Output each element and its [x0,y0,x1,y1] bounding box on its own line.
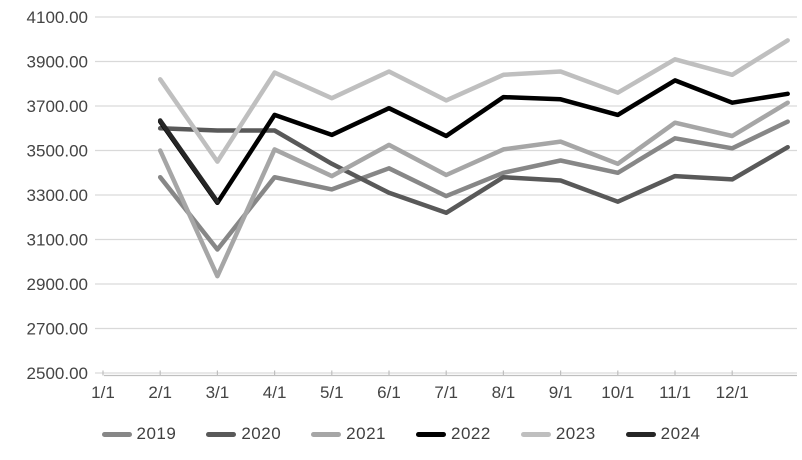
y-axis-tick-label: 3500.00 [27,142,88,161]
x-axis-tick-label: 6/1 [377,383,401,402]
chart-legend: 2019 2020 2021 2022 2023 2024 [0,424,802,444]
y-axis-tick-label: 3300.00 [27,186,88,205]
legend-label: 2019 [136,424,177,443]
x-axis-tick-label: 11/1 [659,383,691,402]
series-line-2021 [157,100,790,279]
legend-item-2020: 2020 [206,424,281,444]
x-axis-tick-label: 2/1 [148,383,172,402]
x-axis: 1/1 2/1 3/1 4/1 5/1 6/1 7/1 8/1 9/1 10/1 11/1 12/1 [91,370,797,402]
x-axis-tick-label: 10/1 [601,383,634,402]
x-axis-tick-label: 8/1 [492,383,516,402]
series-line-2023 [157,38,790,164]
y-axis-tick-label: 2900.00 [27,275,88,294]
legend-item-2019: 2019 [101,424,177,444]
series-line-2019 [157,119,790,252]
y-axis-tick-label: 3900.00 [27,53,88,72]
legend-label: 2022 [451,424,491,443]
y-axis-tick-label: 2500.00 [27,364,88,383]
legend-label: 2024 [660,424,701,443]
legend-swatch-2020 [206,431,237,437]
x-axis-tick-label: 1/1 [91,383,115,402]
legend-item-2023: 2023 [520,424,596,444]
x-axis-tick-label: 7/1 [434,383,458,402]
legend-label: 2023 [555,424,596,443]
legend-item-2022: 2022 [416,424,491,444]
legend-swatch-2019 [101,431,132,437]
y-axis-tick-label: 3700.00 [27,97,88,116]
legend-label: 2021 [346,424,386,443]
legend-item-2021: 2021 [311,424,386,444]
x-axis-tick-label: 12/1 [716,383,749,402]
x-axis-tick-label: 3/1 [206,383,230,402]
legend-swatch-2022 [416,431,446,437]
y-axis: 2500.00 2700.00 2900.00 3100.00 3300.00 3500.… [27,8,88,383]
legend-label: 2020 [241,424,282,443]
y-axis-tick-label: 2700.00 [27,320,88,339]
series-line-2024 [157,118,220,204]
series-lines [157,38,790,279]
x-axis-tick-label: 9/1 [549,383,573,402]
legend-item-2024: 2024 [625,424,701,444]
legend-swatch-2021 [311,431,342,437]
x-axis-tick-label: 4/1 [263,383,287,402]
y-axis-tick-label: 3100.00 [27,231,88,250]
legend-swatch-2023 [520,431,551,437]
legend-swatch-2024 [625,431,656,437]
series-line-2022 [157,78,790,206]
x-axis-tick-label: 5/1 [320,383,344,402]
y-axis-tick-label: 4100.00 [27,8,88,27]
